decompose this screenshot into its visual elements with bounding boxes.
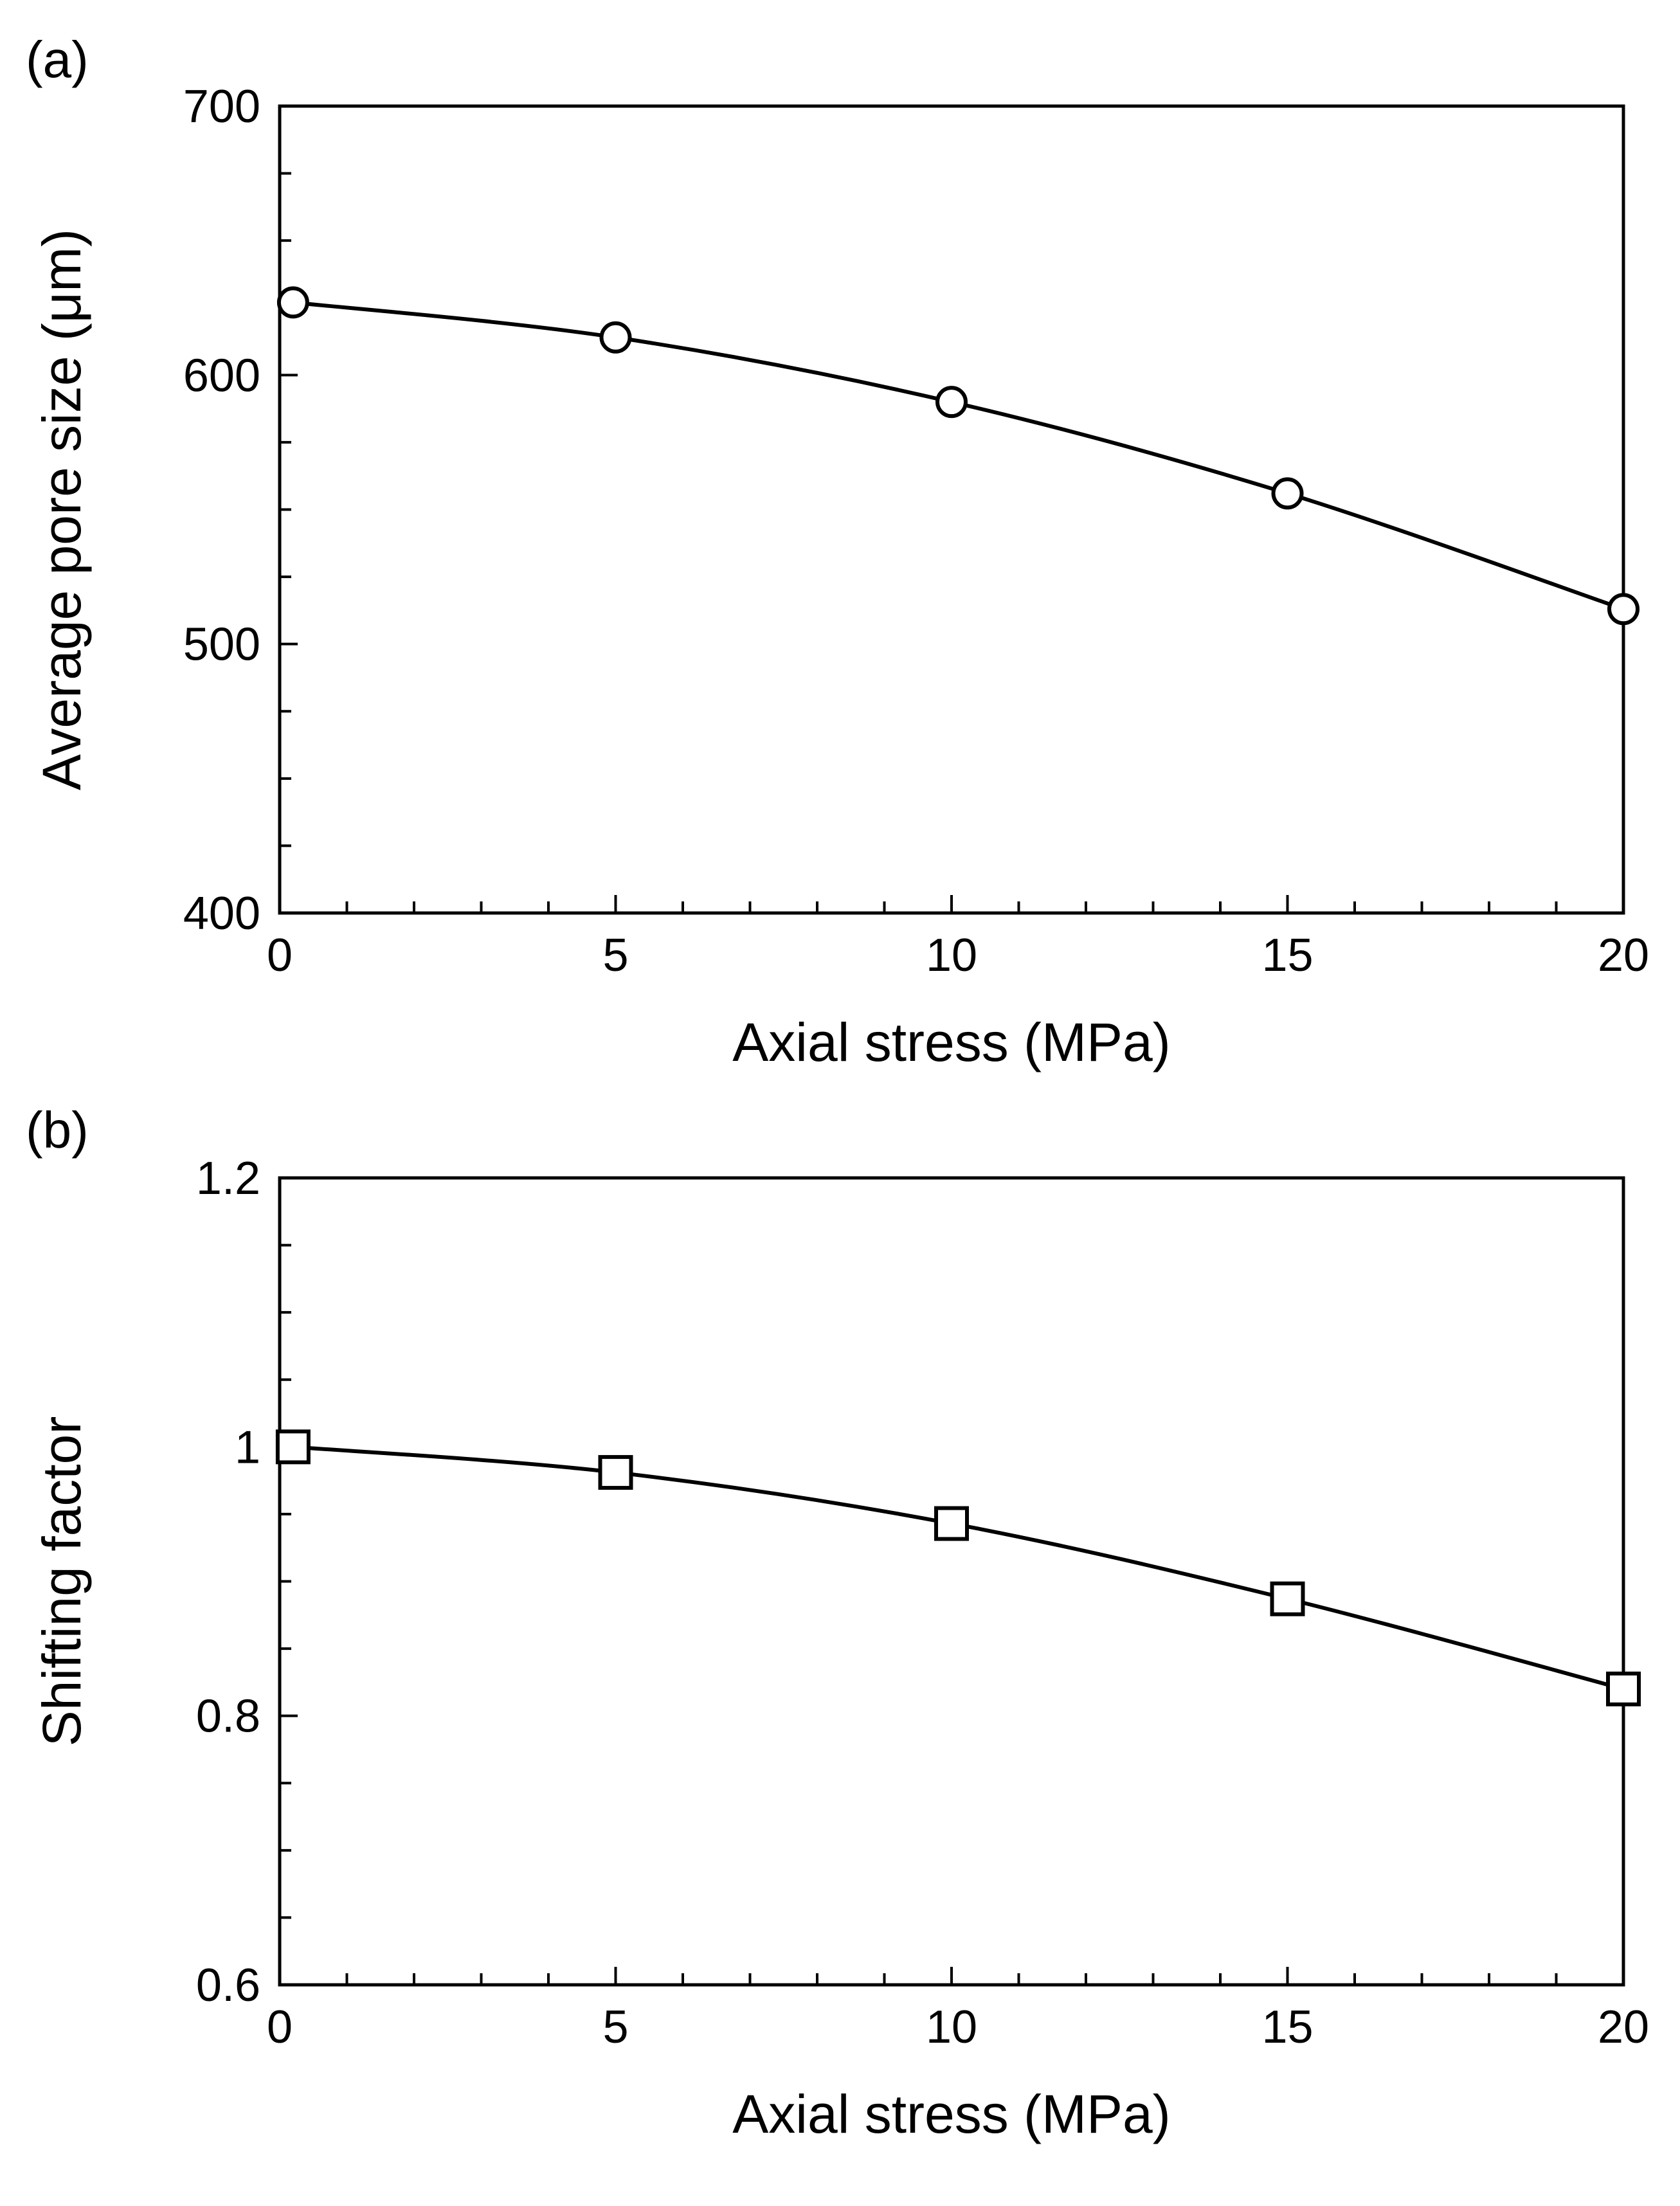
x-axis-title: Axial stress (MPa) xyxy=(732,2084,1170,2144)
series-line xyxy=(293,300,1624,611)
x-tick-label: 0 xyxy=(267,930,293,981)
panel-label: (a) xyxy=(26,31,89,88)
data-point-circle xyxy=(599,321,632,354)
data-point-square xyxy=(275,1429,311,1465)
y-tick-label: 500 xyxy=(183,619,260,671)
y-tick-label: 400 xyxy=(183,888,260,939)
panel-a: (a) 0 5 10 15 20 400 500 600 700 Axial stress (MPa… xyxy=(26,31,1649,1072)
y-tick-label: 600 xyxy=(183,350,260,401)
x-tick-label: 0 xyxy=(267,2002,293,2053)
y-tick-label: 0.6 xyxy=(196,1960,260,2011)
data-point-circle xyxy=(1271,477,1304,510)
x-tick-label: 5 xyxy=(602,930,628,981)
panel-label: (b) xyxy=(26,1101,89,1159)
x-axis-title: Axial stress (MPa) xyxy=(732,1012,1170,1072)
y-tick-label: 1 xyxy=(235,1422,260,1473)
panel-b: (b) 0 5 10 15 20 0.6 0.8 1 1.2 Axial stress (MPa) S… xyxy=(26,1101,1649,2144)
x-tick-label: 15 xyxy=(1261,2002,1313,2053)
x-tick-label: 5 xyxy=(602,2002,628,2053)
y-tick-label: 1.2 xyxy=(196,1153,260,1204)
x-tick-label: 20 xyxy=(1598,2002,1649,2053)
y-axis-title: Shifting factor xyxy=(32,1416,92,1747)
x-tick-label: 10 xyxy=(926,2002,977,2053)
y-axis-title: Average pore size (μm) xyxy=(32,229,92,790)
data-point-square xyxy=(934,1506,969,1541)
data-point-square xyxy=(1606,1671,1641,1706)
data-point-circle xyxy=(276,286,309,319)
x-tick-label: 20 xyxy=(1598,930,1649,981)
data-point-square xyxy=(1270,1581,1305,1616)
data-point-square xyxy=(598,1455,633,1490)
data-point-circle xyxy=(1607,593,1639,626)
data-point-circle xyxy=(935,386,968,419)
series-line xyxy=(293,1445,1624,1691)
x-tick-label: 10 xyxy=(926,930,977,981)
plot-frame xyxy=(278,104,1625,915)
x-tick-label: 15 xyxy=(1261,930,1313,981)
y-tick-label: 700 xyxy=(183,81,260,132)
plot-frame xyxy=(278,1176,1625,1987)
y-tick-label: 0.8 xyxy=(196,1691,260,1742)
